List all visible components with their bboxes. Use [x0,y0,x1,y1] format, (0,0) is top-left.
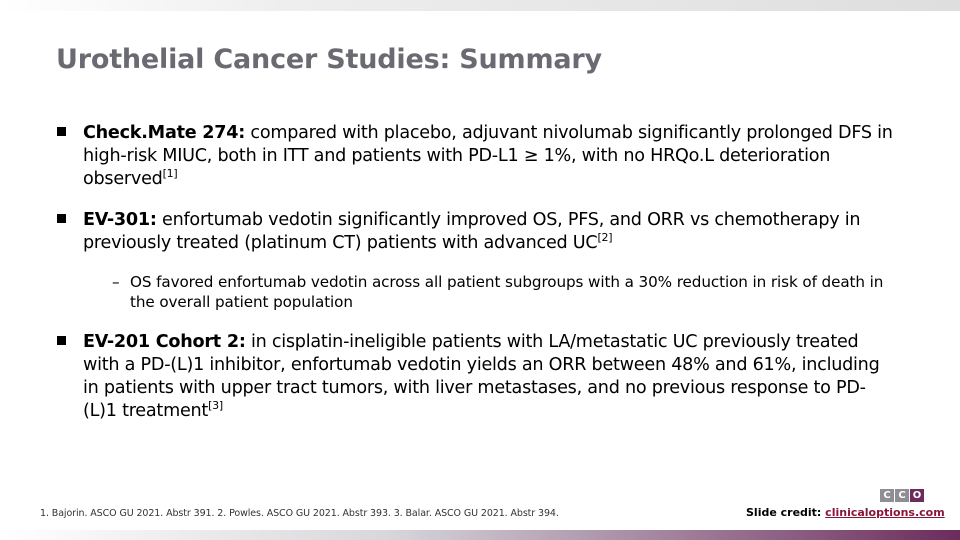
sub-bullet-text: OS favored enfortumab vedotin across all… [130,273,884,311]
bottom-gradient-bar [0,530,960,540]
dash-bullet-icon: – [112,273,120,291]
sub-bullet-os: – OS favored enfortumab vedotin across a… [112,272,900,312]
slide-content: Check.Mate 274: compared with placebo, a… [56,122,896,423]
logo-letter: C [895,489,909,502]
slide-title: Urothelial Cancer Studies: Summary [56,44,602,75]
references-footnote: 1. Bajorin. ASCO GU 2021. Abstr 391. 2. … [40,508,559,519]
reference-marker: [3] [208,399,223,413]
top-gradient-bar [0,0,960,11]
cco-logo: C C O [880,489,924,502]
slide-credit: Slide credit: clinicaloptions.com [746,506,945,519]
reference-marker: [2] [597,231,613,245]
square-bullet-icon [57,214,66,223]
bullet-text: enfortumab vedotin significantly improve… [83,210,861,253]
logo-letter: O [910,489,924,502]
bullet-lead: Check.Mate 274: [83,123,246,143]
logo-letter: C [880,489,894,502]
reference-marker: [1] [162,167,178,181]
bullet-lead: EV-301: [83,210,157,230]
bullet-ev-201: EV-201 Cohort 2: in cisplatin-ineligible… [56,331,896,423]
bullet-lead: EV-201 Cohort 2: [83,332,246,352]
bullet-text: in cisplatin-ineligible patients with LA… [83,332,880,421]
square-bullet-icon [57,336,66,345]
bullet-text: compared with placebo, adjuvant nivoluma… [83,123,893,189]
bullet-ev-301: EV-301: enfortumab vedotin significantly… [56,209,896,255]
credit-link[interactable]: clinicaloptions.com [825,506,945,519]
square-bullet-icon [57,127,66,136]
credit-label: Slide credit: [746,506,826,519]
bullet-checkmate-274: Check.Mate 274: compared with placebo, a… [56,122,896,191]
